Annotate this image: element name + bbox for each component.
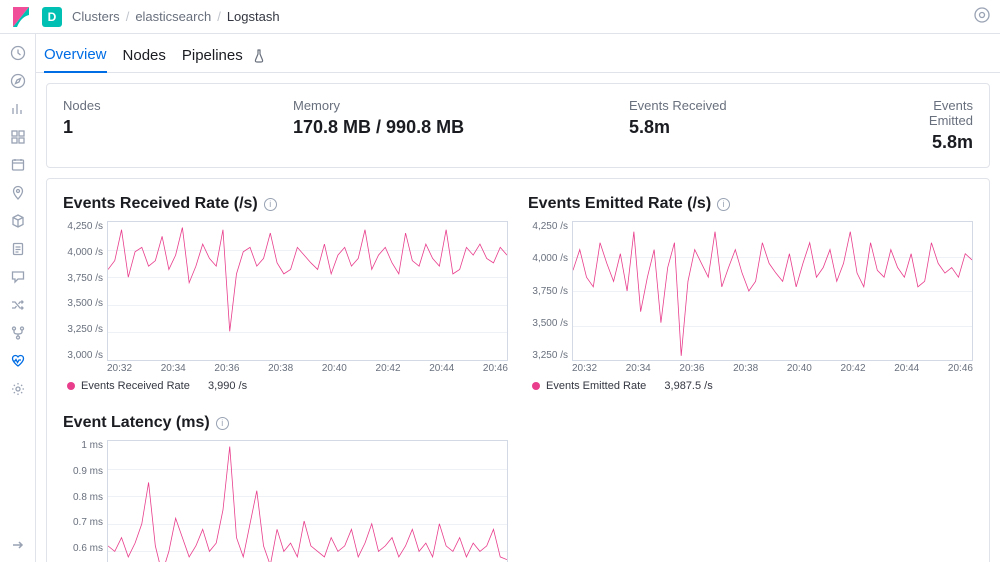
kibana-logo[interactable] bbox=[10, 5, 34, 29]
tab-pipelines[interactable]: Pipelines bbox=[182, 43, 243, 72]
shuffle-icon[interactable] bbox=[9, 296, 27, 314]
chart-plot[interactable] bbox=[107, 440, 508, 562]
heart-icon[interactable] bbox=[9, 352, 27, 370]
info-icon[interactable]: i bbox=[264, 198, 277, 211]
breadcrumb-item: Logstash bbox=[227, 9, 280, 24]
summary-events-received: Events Received 5.8m bbox=[629, 98, 905, 153]
summary-events-emitted: Events Emitted 5.8m bbox=[905, 98, 973, 153]
recent-icon[interactable] bbox=[9, 44, 27, 62]
chart-events-emitted: Events Emitted Rate (/s)i 4,250 /s4,000 … bbox=[528, 195, 973, 392]
space-badge[interactable]: D bbox=[42, 7, 62, 27]
gear-icon[interactable] bbox=[9, 380, 27, 398]
summary-nodes: Nodes 1 bbox=[63, 98, 293, 153]
pin-icon[interactable] bbox=[9, 184, 27, 202]
tab-nodes[interactable]: Nodes bbox=[123, 43, 166, 72]
chart-events-received: Events Received Rate (/s)i 4,250 /s4,000… bbox=[63, 195, 508, 392]
breadcrumb-item[interactable]: elasticsearch bbox=[135, 9, 211, 24]
chat-icon[interactable] bbox=[9, 268, 27, 286]
legend-dot bbox=[532, 382, 540, 390]
charts-card: Events Received Rate (/s)i 4,250 /s4,000… bbox=[46, 178, 990, 562]
grid-icon[interactable] bbox=[9, 128, 27, 146]
breadcrumb-item[interactable]: Clusters bbox=[72, 9, 120, 24]
calendar-icon[interactable] bbox=[9, 156, 27, 174]
summary-memory: Memory 170.8 MB / 990.8 MB bbox=[293, 98, 629, 153]
info-icon[interactable]: i bbox=[717, 198, 730, 211]
tab-overview[interactable]: Overview bbox=[44, 42, 107, 73]
summary-card: Nodes 1 Memory 170.8 MB / 990.8 MB Event… bbox=[46, 83, 990, 168]
fork-icon[interactable] bbox=[9, 324, 27, 342]
top-bar: D Clusters / elasticsearch / Logstash bbox=[0, 0, 1000, 34]
tabs: Overview Nodes Pipelines bbox=[36, 34, 1000, 73]
side-nav bbox=[0, 34, 36, 562]
beta-flask-icon bbox=[253, 49, 265, 66]
chart-plot[interactable] bbox=[572, 221, 973, 361]
legend-dot bbox=[67, 382, 75, 390]
chart-event-latency: Event Latency (ms)i 1 ms0.9 ms0.8 ms0.7 … bbox=[63, 414, 508, 562]
info-icon[interactable]: i bbox=[216, 417, 229, 430]
compass-icon[interactable] bbox=[9, 72, 27, 90]
chart-plot[interactable] bbox=[107, 221, 508, 361]
clipboard-icon[interactable] bbox=[9, 240, 27, 258]
package-icon[interactable] bbox=[9, 212, 27, 230]
bar-chart-icon[interactable] bbox=[9, 100, 27, 118]
main-content: Overview Nodes Pipelines Nodes 1 Memory … bbox=[36, 34, 1000, 562]
help-icon[interactable] bbox=[974, 7, 990, 26]
breadcrumb: Clusters / elasticsearch / Logstash bbox=[72, 9, 280, 24]
collapse-icon[interactable] bbox=[9, 536, 27, 554]
